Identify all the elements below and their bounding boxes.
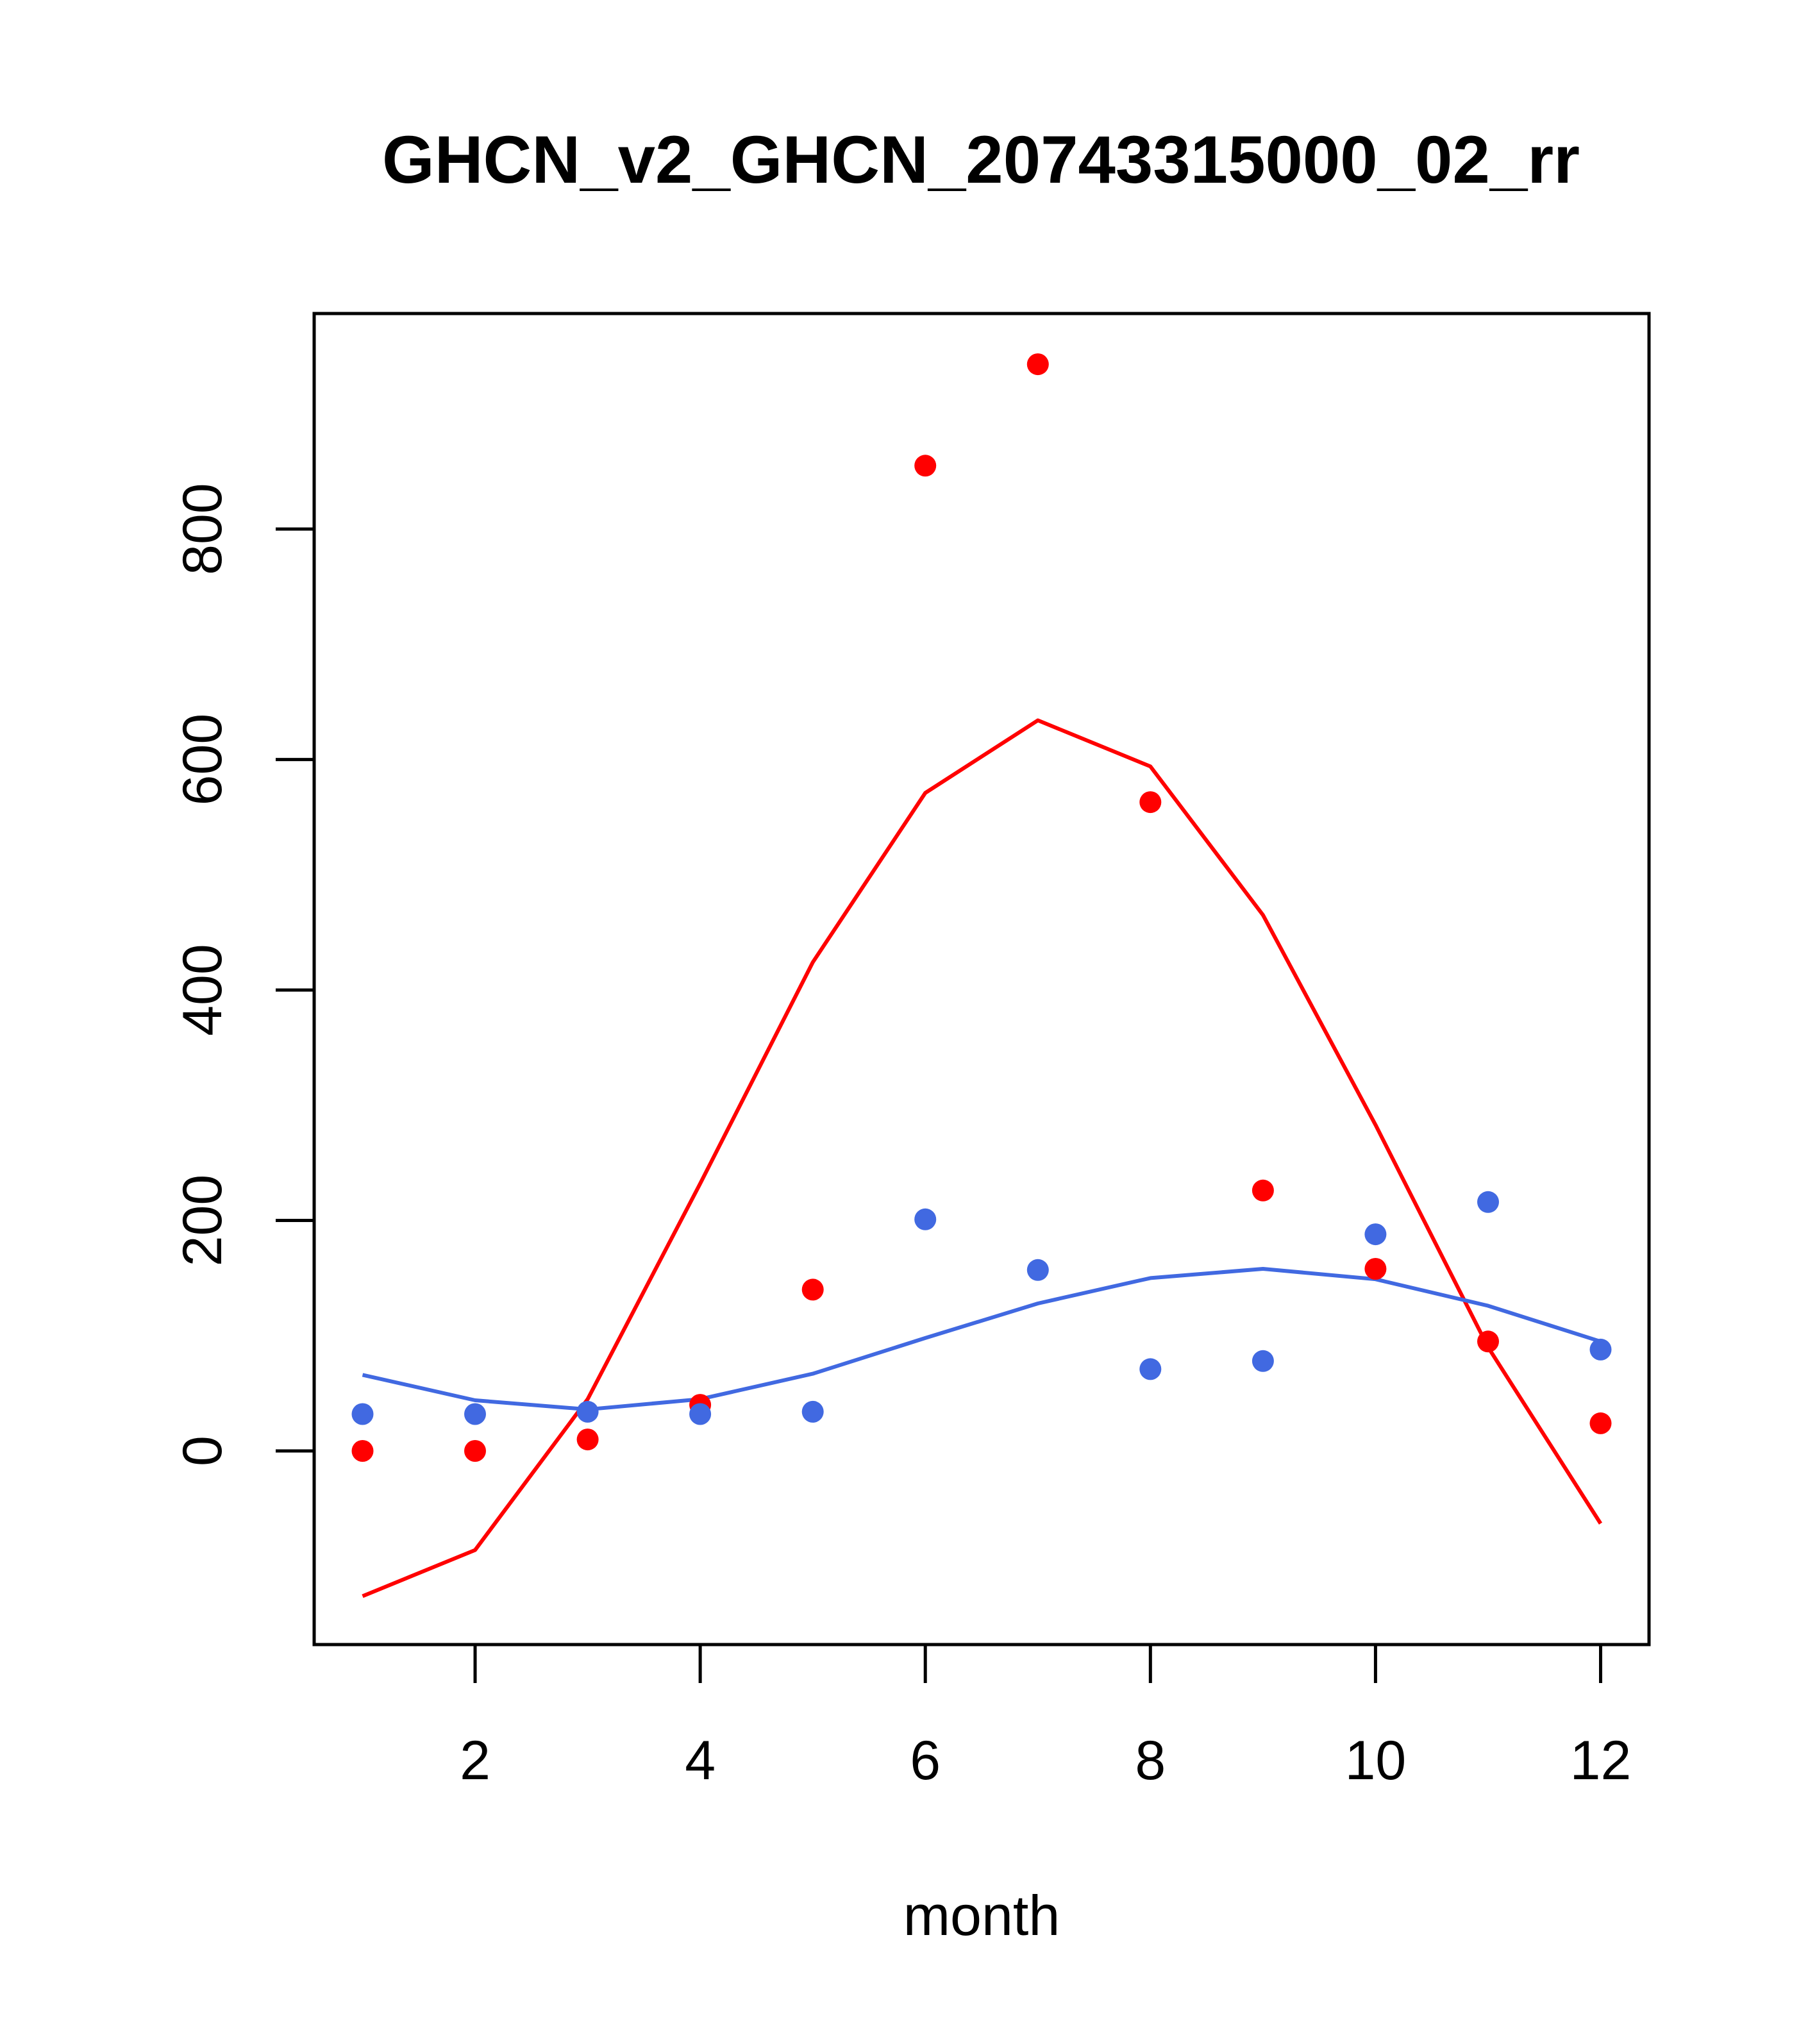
data-point <box>1589 1412 1612 1434</box>
x-tick-label: 12 <box>1570 1730 1632 1791</box>
data-point <box>1026 353 1049 376</box>
data-point <box>1139 1358 1162 1380</box>
data-point <box>464 1403 486 1425</box>
data-point <box>576 1428 599 1451</box>
y-tick-label: 600 <box>172 714 233 806</box>
data-point <box>1589 1338 1612 1361</box>
data-point <box>464 1440 486 1462</box>
series-line <box>362 718 1603 1598</box>
y-tick-label: 0 <box>172 1436 233 1466</box>
series-points <box>351 353 1612 1462</box>
data-point <box>801 1278 824 1301</box>
chart-title: GHCN_v2_GHCN_20743315000_02_rr <box>382 122 1580 197</box>
x-tick-label: 6 <box>910 1730 941 1791</box>
data-point <box>351 1440 374 1462</box>
data-point <box>1364 1223 1387 1246</box>
data-point <box>1252 1350 1274 1372</box>
y-axis: 0 200 400 600 800 <box>172 483 316 1466</box>
data-point <box>576 1400 599 1423</box>
x-tick-label: 2 <box>460 1730 490 1791</box>
data-point <box>1477 1330 1499 1353</box>
x-axis: 2 4 6 8 10 12 <box>460 1643 1632 1791</box>
y-tick-label: 400 <box>172 944 233 1036</box>
data-point <box>351 1403 374 1425</box>
x-tick-label: 4 <box>685 1730 716 1791</box>
data-point <box>1477 1191 1499 1213</box>
plot-frame <box>312 312 1651 1646</box>
x-axis-label: month <box>903 1884 1060 1947</box>
series-lines <box>362 718 1603 1598</box>
data-point <box>1252 1179 1274 1202</box>
data-point <box>1364 1258 1387 1280</box>
data-point <box>914 455 937 477</box>
x-tick-label: 10 <box>1345 1730 1407 1791</box>
x-tick-label: 8 <box>1135 1730 1166 1791</box>
y-tick-label: 200 <box>172 1175 233 1267</box>
data-point <box>1139 791 1162 814</box>
data-point <box>689 1403 712 1425</box>
y-tick-label: 800 <box>172 483 233 575</box>
series-line <box>362 1267 1602 1412</box>
data-point <box>801 1400 824 1423</box>
data-point <box>914 1208 937 1230</box>
data-point <box>1026 1259 1049 1281</box>
